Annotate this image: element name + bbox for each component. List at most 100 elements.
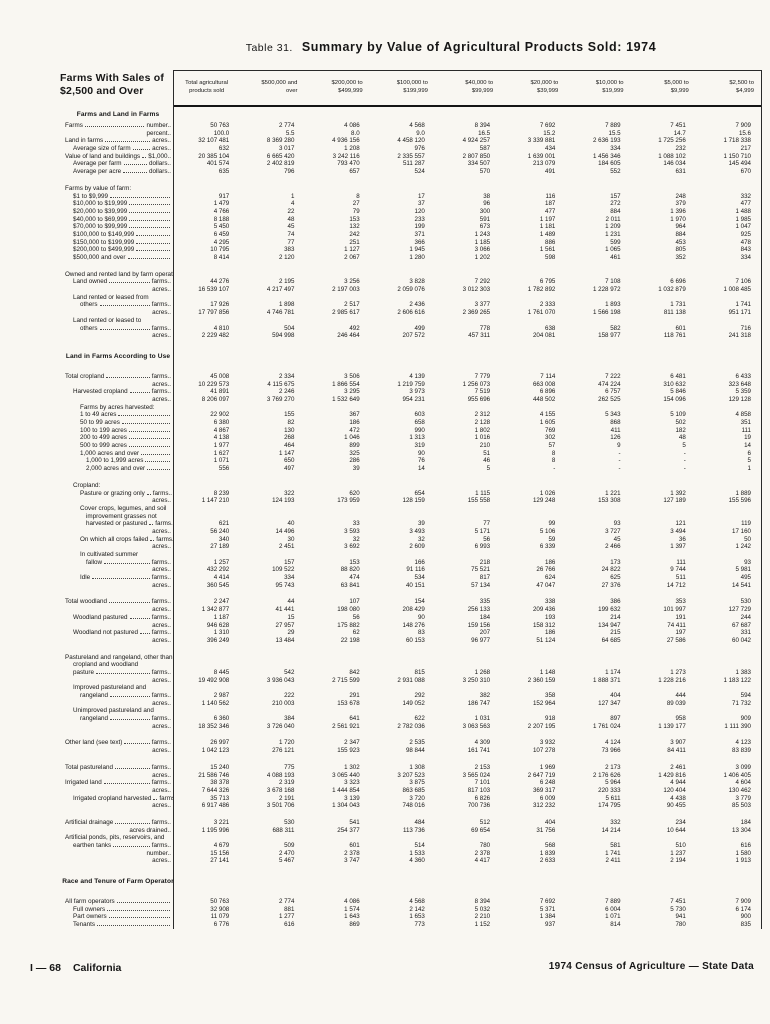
data-cell: 3 779 [735, 794, 751, 802]
row-label-cell: Unimproved pastureland and [62, 707, 174, 716]
data-cell: 1 488 [735, 207, 751, 215]
dotted-leader [110, 719, 150, 721]
data-cell: 2 466 [605, 543, 621, 551]
row-label: Irrigated cropland harvested [73, 794, 152, 802]
row-label: Total pastureland [65, 763, 113, 771]
data-cell: 1 046 [344, 434, 360, 442]
data-cell: 886 [545, 238, 556, 246]
data-cell: 10 644 [666, 826, 686, 834]
dotted-leader [136, 250, 170, 252]
data-cell: 215 [610, 629, 621, 637]
spacer-row [62, 339, 762, 349]
data-cell: 246 464 [337, 332, 360, 340]
data-cell: 173 959 [337, 497, 360, 505]
column-header: $100,000 to $199,999 [369, 70, 435, 107]
table-row: cropland and woodland [62, 661, 762, 669]
data-cell: 19 492 908 [198, 676, 230, 684]
row-label-cell [62, 809, 174, 819]
table-row: acres.. 8 206 097 3 769 270 1 532 649 954 23… [62, 395, 762, 404]
row-filler [174, 404, 761, 412]
data-cell: 197 [675, 629, 686, 637]
data-cell: 5 109 [670, 411, 686, 419]
row-label: rangeland [80, 715, 109, 723]
data-cell: 77 [483, 520, 491, 528]
row-label-cell: $1 to $9,999 [62, 192, 174, 201]
data-cell: 22 198 [340, 636, 360, 644]
stub-heading: Farms With Sales of $2,500 and Over [60, 72, 170, 98]
data-cell: 638 [545, 324, 556, 332]
data-cell: - [683, 449, 686, 457]
data-cell: 39 [352, 465, 360, 473]
table-row: On which all crops failed farms.. 340 30 32 3… [62, 535, 762, 544]
data-cell: 222 [284, 692, 295, 699]
data-cell: 9 744 [670, 566, 686, 574]
table-row: $40,000 to $69,999 8 188 48 153 233 591 1 197 2… [62, 215, 762, 224]
row-label: Cropland: [73, 481, 101, 489]
data-cell: 1 088 102 [658, 152, 686, 160]
data-cell: 4 568 [409, 898, 425, 906]
data-cell: 2 609 [409, 543, 425, 551]
data-cell: 541 [349, 818, 360, 826]
data-cell: 477 [545, 207, 556, 215]
data-cell: 8 414 [213, 254, 230, 261]
row-label-cell: Idle farms.. [62, 574, 174, 582]
data-cell: 1 139 177 [658, 722, 686, 730]
data-cell: 2 636 193 [593, 137, 621, 145]
data-cell: 411 [610, 426, 621, 434]
row-label-cell: acres.. [62, 786, 174, 795]
data-cell: 688 311 [272, 826, 295, 834]
dotted-leader [99, 328, 150, 330]
row-filler [174, 755, 761, 764]
unit-suffix: number.. [146, 122, 171, 129]
data-cell: 7 909 [735, 898, 751, 906]
unit-suffix: acres.. [152, 286, 171, 294]
dotted-leader [92, 578, 150, 580]
data-cell: 126 [610, 434, 621, 442]
unit-suffix: dollars.. [148, 168, 171, 176]
data-cell: 69 654 [471, 826, 491, 834]
data-cell: 3 875 [409, 779, 425, 787]
data-cell: 8 369 280 [266, 137, 295, 145]
row-label-cell [62, 754, 174, 764]
data-cell: 835 [740, 921, 751, 929]
row-label-cell: percent.. [62, 129, 174, 138]
data-cell: 1 866 554 [332, 380, 360, 388]
data-cell: 6 433 [735, 372, 751, 380]
data-cell: 38 [483, 192, 491, 200]
row-label-cell: On which all crops failed farms.. [62, 535, 174, 544]
row-label: Irrigated land [65, 779, 102, 787]
table-row: 50 to 99 acres 6 380 82 186 658 2 128 1 605 868… [62, 419, 762, 427]
dotted-leader [104, 562, 150, 564]
data-cell: 89 039 [666, 699, 686, 707]
data-cell: - [618, 457, 621, 465]
row-label-cell: acres.. [62, 636, 174, 645]
data-cell: 1 888 371 [593, 676, 621, 684]
row-label: pasture [73, 668, 95, 676]
data-cell: 27 141 [210, 857, 230, 865]
row-label-cell [62, 175, 174, 185]
data-cell: 325 [349, 449, 360, 457]
data-cell: 796 [284, 168, 295, 176]
data-cell: 603 [414, 411, 425, 419]
row-label: $70,000 to $99,999 [73, 223, 128, 231]
data-cell: 1 042 123 [201, 747, 230, 755]
data-cell: 7 644 326 [201, 786, 230, 794]
row-label-cell: 200 to 499 acres [62, 434, 174, 443]
data-cell: 319 [414, 442, 425, 450]
row-label-cell: Farms number.. [62, 122, 174, 130]
column-header: $200,000 to $499,999 [304, 70, 370, 107]
data-cell: 302 [545, 434, 556, 442]
data-cell: 244 [740, 613, 751, 621]
data-cell: 14.7 [673, 129, 686, 137]
data-cell: 1 893 [605, 301, 621, 309]
data-cell: 57 [548, 442, 556, 450]
row-label-cell: $70,000 to $99,999 [62, 223, 174, 231]
row-label: Artificial ponds, pits, reservoirs, and [65, 834, 165, 842]
data-cell: 8.0 [351, 129, 360, 137]
data-cell: 958 [675, 715, 686, 723]
table-row: 2,000 acres and over 556 497 39 14 5 - - - 1 [62, 465, 762, 473]
data-cell: 497 [284, 465, 295, 473]
data-cell: 881 [284, 905, 295, 913]
data-cell: 635 [218, 168, 230, 176]
table-row: acres.. 19 492 908 3 936 043 2 715 599 2 931… [62, 676, 762, 685]
